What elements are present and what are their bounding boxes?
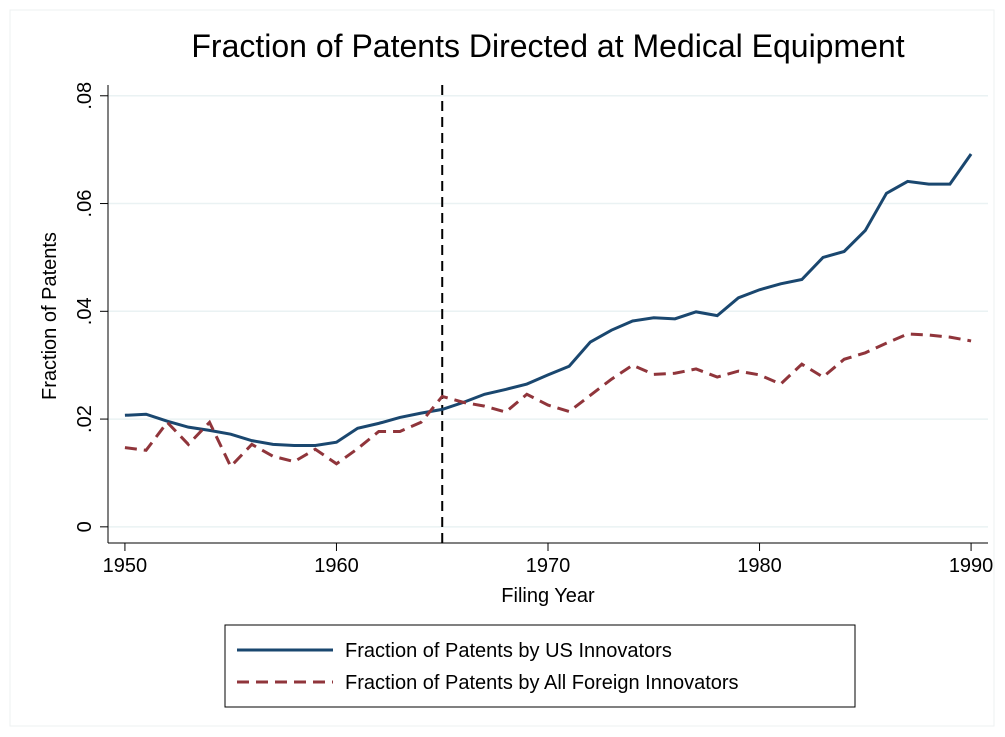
y-axis-label: Fraction of Patents xyxy=(39,232,61,400)
y-tick-label: 0 xyxy=(74,521,96,532)
legend-label: Fraction of Patents by All Foreign Innov… xyxy=(345,672,739,694)
legend-label: Fraction of Patents by US Innovators xyxy=(345,640,672,662)
series-line xyxy=(124,332,972,470)
x-axis-label: Filing Year xyxy=(501,585,595,607)
x-tick-label: 1980 xyxy=(737,555,782,577)
x-tick-label: 1950 xyxy=(103,555,148,577)
series-line xyxy=(124,153,973,447)
y-tick-label: .06 xyxy=(74,190,96,218)
frame xyxy=(9,9,995,727)
y-tick-label: .08 xyxy=(74,82,96,110)
x-tick-label: 1960 xyxy=(314,555,359,577)
legend-box xyxy=(224,624,856,708)
y-tick-label: .02 xyxy=(74,405,96,433)
chart-title: Fraction of Patents Directed at Medical … xyxy=(191,28,904,64)
x-tick-label: 1990 xyxy=(949,555,994,577)
x-tick-label: 1970 xyxy=(526,555,571,577)
y-tick-label: .04 xyxy=(74,297,96,325)
